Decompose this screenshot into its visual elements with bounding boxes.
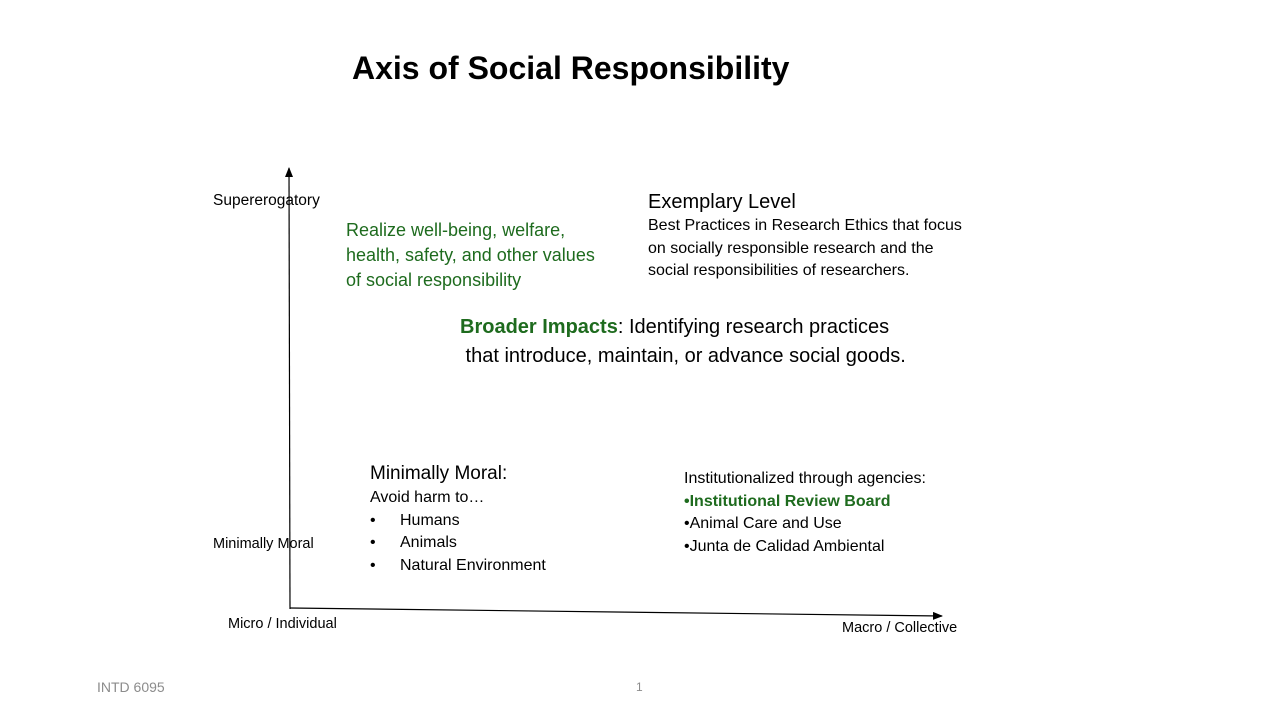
- broader-impacts-line: that introduce, maintain, or advance soc…: [460, 345, 906, 367]
- broader-impacts-line: Broader Impacts: Identifying research pr…: [460, 313, 906, 342]
- bullet-icon: •: [370, 556, 376, 574]
- x-axis-right-label: Macro / Collective: [842, 620, 958, 636]
- exemplary-line: social responsibilities of researchers.: [648, 262, 910, 279]
- social-values-line: Realize well-being, welfare,: [346, 220, 566, 240]
- minimally-moral-block: Minimally Moral: Avoid harm to… • Humans …: [370, 461, 546, 577]
- x-axis-left-label: Micro / Individual: [228, 616, 337, 632]
- broader-impacts-text: : Identifying research practices: [617, 316, 890, 338]
- bullet-icon: •: [684, 537, 690, 555]
- broader-impacts-highlight: Broader Impacts: [460, 316, 618, 338]
- social-values-line: health, safety, and other values: [346, 245, 595, 265]
- list-item: • Humans: [370, 510, 546, 533]
- page-title: Axis of Social Responsibility: [352, 50, 790, 86]
- harm-list: • Humans • Animals • Natural Environment: [370, 510, 546, 578]
- exemplary-level-block: Exemplary Level Best Practices in Resear…: [648, 189, 962, 283]
- bullet-icon: •: [684, 515, 690, 532]
- exemplary-line: on socially responsible research and the: [648, 239, 934, 257]
- y-axis-top-label: Supererogatory: [213, 192, 320, 209]
- page-number: 1: [636, 680, 643, 694]
- broader-impacts-block: Broader Impacts: Identifying research pr…: [460, 313, 906, 371]
- bullet-icon: •: [370, 511, 376, 529]
- list-item: • Natural Environment: [370, 555, 546, 578]
- y-axis-low-label: Minimally Moral: [213, 536, 314, 552]
- exemplary-heading: Exemplary Level: [648, 191, 796, 213]
- bullet-icon: •: [370, 534, 376, 551]
- social-values-line: of social responsibility: [346, 270, 522, 290]
- minimally-moral-sub: Avoid harm to…: [370, 489, 485, 506]
- footer-course: INTD 6095: [97, 679, 165, 695]
- x-axis: [289, 607, 943, 620]
- agencies-block: Institutionalized through agencies: •Ins…: [684, 468, 926, 558]
- exemplary-line: Best Practices in Research Ethics that f…: [648, 217, 962, 234]
- list-item: •Institutional Review Board: [684, 492, 891, 510]
- bullet-icon: •: [684, 492, 690, 510]
- list-item: •Animal Care and Use: [684, 515, 842, 532]
- minimally-moral-heading: Minimally Moral:: [370, 463, 508, 484]
- list-item: • Animals: [370, 532, 546, 555]
- agencies-heading: Institutionalized through agencies:: [684, 470, 926, 487]
- social-values-text: Realize well-being, welfare, health, saf…: [346, 218, 595, 293]
- y-axis: [285, 167, 294, 610]
- list-item: •Junta de Calidad Ambiental: [684, 537, 885, 555]
